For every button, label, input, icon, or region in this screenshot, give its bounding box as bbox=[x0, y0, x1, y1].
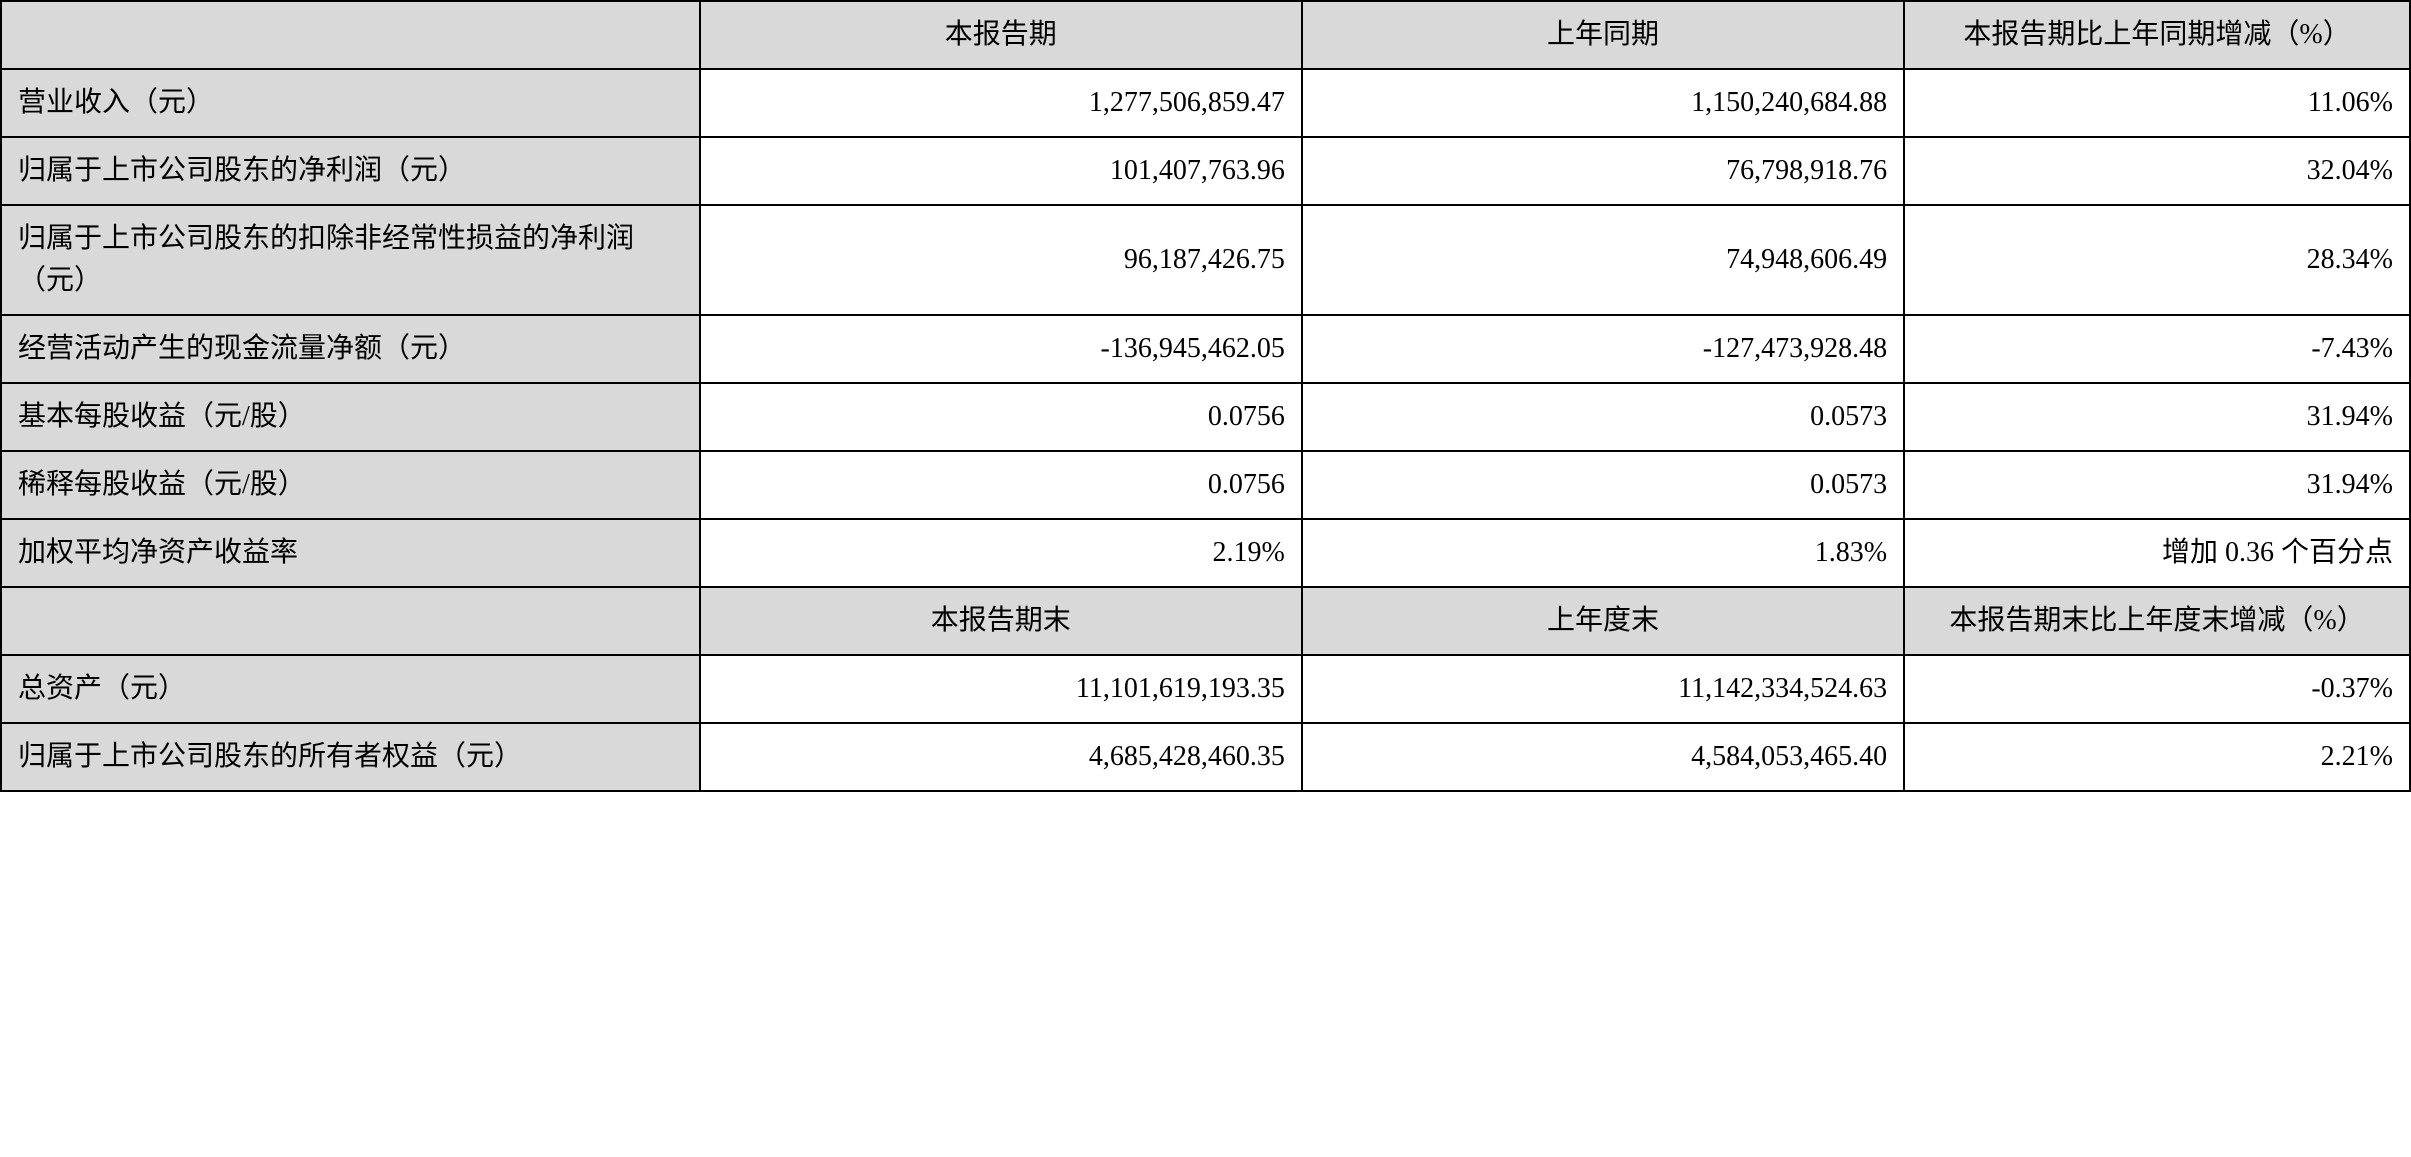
row-value-current: 4,685,428,460.35 bbox=[700, 723, 1302, 791]
row-value-prior: -127,473,928.48 bbox=[1302, 315, 1904, 383]
row-label: 归属于上市公司股东的扣除非经常性损益的净利润（元） bbox=[1, 205, 700, 315]
row-label: 基本每股收益（元/股） bbox=[1, 383, 700, 451]
table-row: 经营活动产生的现金流量净额（元） -136,945,462.05 -127,47… bbox=[1, 315, 2410, 383]
table-row: 稀释每股收益（元/股） 0.0756 0.0573 31.94% bbox=[1, 451, 2410, 519]
row-value-change: 2.21% bbox=[1904, 723, 2410, 791]
row-label: 归属于上市公司股东的所有者权益（元） bbox=[1, 723, 700, 791]
header-blank-1 bbox=[1, 1, 700, 69]
row-value-change: 31.94% bbox=[1904, 383, 2410, 451]
row-value-current: 11,101,619,193.35 bbox=[700, 655, 1302, 723]
row-label: 稀释每股收益（元/股） bbox=[1, 451, 700, 519]
row-value-current: 96,187,426.75 bbox=[700, 205, 1302, 315]
financial-table-container: 本报告期 上年同期 本报告期比上年同期增减（%） 营业收入（元） 1,277,5… bbox=[0, 0, 2411, 792]
row-label: 加权平均净资产收益率 bbox=[1, 519, 700, 587]
header-change-pct: 本报告期比上年同期增减（%） bbox=[1904, 1, 2410, 69]
row-value-prior: 1.83% bbox=[1302, 519, 1904, 587]
row-value-change: 31.94% bbox=[1904, 451, 2410, 519]
header-current-period: 本报告期 bbox=[700, 1, 1302, 69]
header-end-change: 本报告期末比上年度末增减（%） bbox=[1904, 587, 2410, 655]
row-label: 经营活动产生的现金流量净额（元） bbox=[1, 315, 700, 383]
row-value-change: 28.34% bbox=[1904, 205, 2410, 315]
row-value-change: 11.06% bbox=[1904, 69, 2410, 137]
row-value-current: -136,945,462.05 bbox=[700, 315, 1302, 383]
table-row: 归属于上市公司股东的净利润（元） 101,407,763.96 76,798,9… bbox=[1, 137, 2410, 205]
table-row: 加权平均净资产收益率 2.19% 1.83% 增加 0.36 个百分点 bbox=[1, 519, 2410, 587]
row-value-prior: 0.0573 bbox=[1302, 383, 1904, 451]
header-row-1: 本报告期 上年同期 本报告期比上年同期增减（%） bbox=[1, 1, 2410, 69]
header-prior-period: 上年同期 bbox=[1302, 1, 1904, 69]
table-row: 归属于上市公司股东的扣除非经常性损益的净利润（元） 96,187,426.75 … bbox=[1, 205, 2410, 315]
header-end-prior: 上年度末 bbox=[1302, 587, 1904, 655]
row-value-current: 0.0756 bbox=[700, 451, 1302, 519]
row-label: 总资产（元） bbox=[1, 655, 700, 723]
row-label: 归属于上市公司股东的净利润（元） bbox=[1, 137, 700, 205]
row-label: 营业收入（元） bbox=[1, 69, 700, 137]
row-value-current: 0.0756 bbox=[700, 383, 1302, 451]
row-value-current: 1,277,506,859.47 bbox=[700, 69, 1302, 137]
table-row: 基本每股收益（元/股） 0.0756 0.0573 31.94% bbox=[1, 383, 2410, 451]
table-row: 营业收入（元） 1,277,506,859.47 1,150,240,684.8… bbox=[1, 69, 2410, 137]
row-value-change: 增加 0.36 个百分点 bbox=[1904, 519, 2410, 587]
row-value-prior: 76,798,918.76 bbox=[1302, 137, 1904, 205]
table-row: 总资产（元） 11,101,619,193.35 11,142,334,524.… bbox=[1, 655, 2410, 723]
table-row: 归属于上市公司股东的所有者权益（元） 4,685,428,460.35 4,58… bbox=[1, 723, 2410, 791]
header-row-2: 本报告期末 上年度末 本报告期末比上年度末增减（%） bbox=[1, 587, 2410, 655]
header-end-current: 本报告期末 bbox=[700, 587, 1302, 655]
row-value-change: 32.04% bbox=[1904, 137, 2410, 205]
row-value-prior: 1,150,240,684.88 bbox=[1302, 69, 1904, 137]
row-value-prior: 4,584,053,465.40 bbox=[1302, 723, 1904, 791]
row-value-current: 101,407,763.96 bbox=[700, 137, 1302, 205]
row-value-prior: 0.0573 bbox=[1302, 451, 1904, 519]
row-value-prior: 11,142,334,524.63 bbox=[1302, 655, 1904, 723]
header-blank-2 bbox=[1, 587, 700, 655]
row-value-prior: 74,948,606.49 bbox=[1302, 205, 1904, 315]
row-value-change: -7.43% bbox=[1904, 315, 2410, 383]
row-value-change: -0.37% bbox=[1904, 655, 2410, 723]
financial-table: 本报告期 上年同期 本报告期比上年同期增减（%） 营业收入（元） 1,277,5… bbox=[0, 0, 2411, 792]
row-value-current: 2.19% bbox=[700, 519, 1302, 587]
